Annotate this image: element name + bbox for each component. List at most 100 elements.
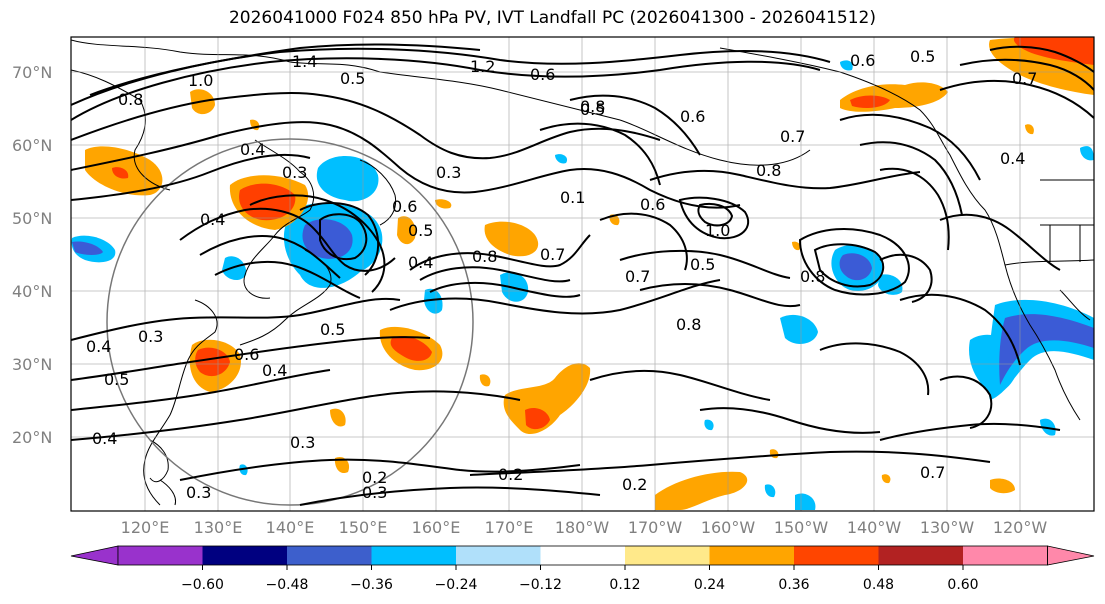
- colorbar-tick-label: −0.60: [181, 577, 224, 593]
- contour-label: 0.5: [408, 221, 433, 240]
- colorbar-tick-label: 0.12: [609, 577, 640, 593]
- colorbar-tick-label: −0.36: [350, 577, 393, 593]
- colorbar-tick-label: 0.24: [694, 577, 725, 593]
- lon-label: 170°E: [485, 518, 534, 537]
- colorbar-under-triangle: [70, 545, 119, 566]
- contour-label: 0.1: [560, 188, 585, 207]
- colorbar-segment: [540, 546, 625, 565]
- contour-label: 0.2: [362, 468, 387, 487]
- contour-label: 0.2: [498, 465, 523, 484]
- lon-label: 160°E: [412, 518, 461, 537]
- latitude-labels: 70°N 60°N 50°N 40°N 30°N 20°N: [12, 63, 52, 447]
- lon-label: 130°E: [194, 518, 243, 537]
- contour-label: 0.7: [920, 463, 945, 482]
- pv-contours: [71, 43, 1094, 506]
- contour-labels: 1.4 1.2 1.0 0.8 0.6 0.5 0.4 0.3 0.4 0.5 …: [86, 47, 1037, 502]
- contour-label: 0.5: [104, 370, 129, 389]
- contour-label: 0.6: [680, 107, 705, 126]
- landfall-region-circle: [106, 138, 474, 506]
- contour-label: 0.6: [530, 65, 555, 84]
- contour-label: 0.4: [408, 253, 433, 272]
- contour-label: 0.3: [436, 163, 461, 182]
- colorbar-segment: [794, 546, 879, 565]
- contour-label: 0.4: [1000, 149, 1025, 168]
- contour-label: 1.2: [470, 57, 495, 76]
- colorbar-segment: [118, 546, 203, 565]
- graticule: [71, 37, 1094, 511]
- contour-label: 0.4: [262, 361, 287, 380]
- colorbar-tick-label: −0.24: [435, 577, 478, 593]
- contour-label: 0.6: [850, 51, 875, 70]
- contour-label: 0.7: [540, 245, 565, 264]
- colorbar-segment: [456, 546, 541, 565]
- lon-label: 170°W: [628, 518, 683, 537]
- contour-label: 0.8: [756, 161, 781, 180]
- contour-label: 0.7: [780, 127, 805, 146]
- contour-label: 0.3: [290, 433, 315, 452]
- lat-label: 20°N: [12, 428, 52, 447]
- longitude-labels: 120°E 130°E 140°E 150°E 160°E 170°E 180°…: [121, 518, 1048, 537]
- colorbar-tick-label: 0.36: [778, 577, 809, 593]
- contour-label: 0.5: [320, 320, 345, 339]
- colorbar-segment: [878, 546, 963, 565]
- colorbar-segment: [963, 546, 1048, 565]
- map-frame: [70, 36, 1095, 512]
- lon-label: 130°W: [920, 518, 975, 537]
- contour-label: 0.6: [640, 195, 665, 214]
- lon-label: 150°W: [774, 518, 829, 537]
- contour-label: 0.7: [1012, 69, 1037, 88]
- lat-label: 50°N: [12, 209, 52, 228]
- contour-label: 0.8: [118, 90, 143, 109]
- colorbar-segment: [202, 546, 287, 565]
- colorbar-tick-label: 0.48: [863, 577, 894, 593]
- colorbar-segment: [625, 546, 710, 565]
- contour-label: 0.4: [86, 337, 111, 356]
- map-plot-area: 1.4 1.2 1.0 0.8 0.6 0.5 0.4 0.3 0.4 0.5 …: [71, 37, 1094, 511]
- contour-label: 0.5: [690, 255, 715, 274]
- contour-label: 0.4: [200, 210, 225, 229]
- lat-label: 70°N: [12, 63, 52, 82]
- contour-label: 0.5: [340, 69, 365, 88]
- contour-label: 0.8: [676, 315, 701, 334]
- colorbar-tick-label: −0.12: [519, 577, 562, 593]
- contour-label: 0.4: [240, 140, 265, 159]
- contour-label: 0.5: [580, 100, 605, 119]
- shading-positive: [85, 37, 1094, 510]
- lon-label: 140°E: [266, 518, 315, 537]
- lat-label: 40°N: [12, 282, 52, 301]
- contour-label: 0.7: [625, 267, 650, 286]
- contour-label: 0.8: [472, 247, 497, 266]
- chart-title: 2026041000 F024 850 hPa PV, IVT Landfall…: [228, 8, 876, 28]
- lon-label: 180°W: [555, 518, 610, 537]
- contour-label: 0.4: [92, 429, 117, 448]
- contour-label: 1.0: [705, 221, 730, 240]
- colorbar-segment: [709, 546, 794, 565]
- colorbar-tick-label: 0.60: [947, 577, 978, 593]
- contour-label: 0.3: [362, 483, 387, 502]
- colorbar: −0.60 −0.48 −0.36 −0.24 −0.12 0.12 0.24 …: [70, 545, 1095, 593]
- lat-label: 60°N: [12, 136, 52, 155]
- colorbar-segment: [287, 546, 372, 565]
- lon-label: 120°W: [993, 518, 1048, 537]
- contour-label: 0.2: [622, 475, 647, 494]
- shading-negative: [71, 60, 1094, 510]
- lon-label: 160°W: [701, 518, 756, 537]
- contour-label: 0.6: [392, 197, 417, 216]
- lon-label: 120°E: [121, 518, 170, 537]
- lon-label: 150°E: [339, 518, 388, 537]
- colorbar-tick-label: −0.48: [266, 577, 309, 593]
- colorbar-segment: [371, 546, 456, 565]
- contour-label: 0.3: [282, 163, 307, 182]
- contour-label: 0.5: [910, 47, 935, 66]
- colorbar-over-triangle: [1047, 545, 1095, 566]
- contour-label: 0.8: [800, 267, 825, 286]
- contour-label: 1.4: [292, 52, 317, 71]
- contour-label: 1.0: [188, 71, 213, 90]
- contour-label: 0.8: [580, 97, 605, 116]
- lon-label: 140°W: [847, 518, 902, 537]
- contour-label: 0.3: [138, 327, 163, 346]
- contour-label: 0.3: [186, 483, 211, 502]
- lat-label: 30°N: [12, 355, 52, 374]
- contour-label: 0.6: [234, 345, 259, 364]
